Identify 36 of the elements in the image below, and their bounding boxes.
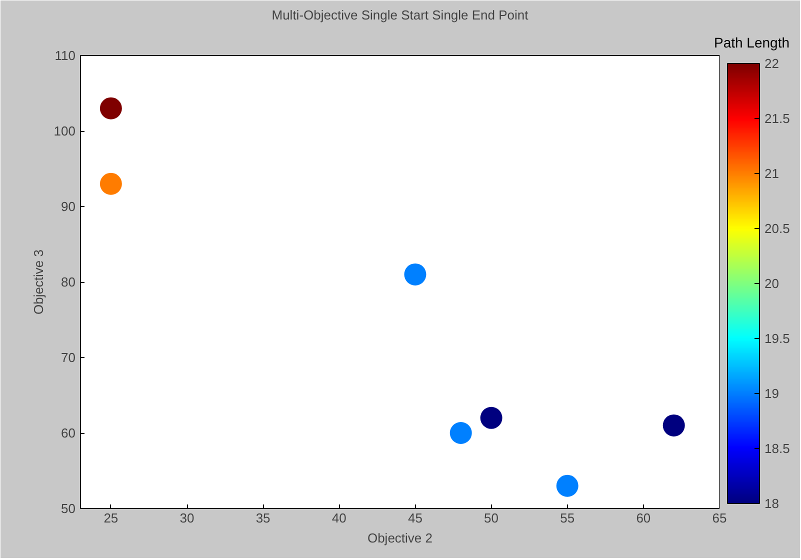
point — [404, 263, 426, 286]
y-tick-label: 60 — [61, 426, 76, 440]
color-bar-label: 20 — [764, 276, 779, 291]
x-tick-label: 45 — [408, 510, 422, 526]
y-tick-label: 70 — [61, 350, 76, 365]
color-bar-title: Path Length — [714, 34, 790, 50]
x-tick-label: 60 — [636, 510, 651, 526]
color-bar-label: 18 — [764, 496, 779, 511]
color-bar-label: 20.5 — [764, 221, 790, 236]
y-tick-label: 50 — [61, 501, 76, 516]
x-axis-title: Objective 2 — [367, 530, 433, 546]
color-bar-label: 21 — [764, 166, 779, 181]
point — [450, 422, 472, 444]
y-tick-label: 80 — [61, 274, 76, 290]
color-bar-label: 21.5 — [764, 111, 790, 126]
x-tick-label: 65 — [712, 510, 727, 526]
x-tick-label: 40 — [332, 510, 346, 526]
x-tick-label: 30 — [180, 510, 194, 526]
point — [480, 406, 502, 429]
y-axis-title: Objective 3 — [30, 249, 46, 315]
color-bar-label: 22 — [764, 56, 779, 71]
x-tick-label: 35 — [256, 510, 270, 526]
point — [100, 97, 122, 120]
x-tick-label: 25 — [104, 510, 118, 526]
y-tick-label: 110 — [54, 48, 76, 63]
point — [556, 474, 578, 497]
point — [100, 172, 122, 195]
x-tick-label: 50 — [484, 510, 499, 526]
y-tick-label: 100 — [54, 124, 76, 138]
point — [662, 414, 685, 436]
color-bar-label: 19 — [764, 386, 779, 401]
color-bar-label: 18.5 — [764, 441, 790, 456]
color-bar-label: 19.5 — [764, 331, 790, 346]
x-tick-label: 55 — [560, 510, 575, 526]
y-tick-label: 90 — [61, 199, 76, 214]
chart-title: Multi-Objective Single Start Single End Point — [272, 8, 529, 22]
